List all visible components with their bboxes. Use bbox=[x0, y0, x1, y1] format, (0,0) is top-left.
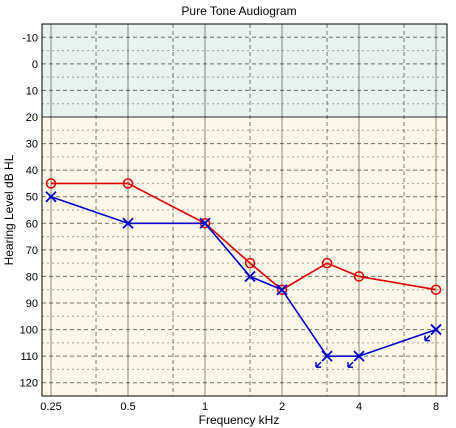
series-2-point bbox=[430, 323, 442, 336]
y-tick-label: 10 bbox=[26, 85, 38, 97]
series-layer bbox=[45, 178, 442, 368]
y-tick-label: 120 bbox=[20, 378, 38, 390]
series-1-point bbox=[244, 257, 256, 269]
plot-frame bbox=[41, 23, 448, 397]
series-1-point bbox=[353, 271, 365, 282]
series-2-point bbox=[353, 350, 365, 362]
y-tick-label: 60 bbox=[26, 218, 38, 230]
y-tick-label: 40 bbox=[26, 165, 38, 177]
normal-hearing-band bbox=[42, 24, 447, 117]
y-tick-label: 70 bbox=[26, 245, 38, 257]
series-1-point bbox=[45, 178, 57, 189]
y-tick-label: 90 bbox=[26, 298, 38, 310]
chart-title: Pure Tone Audiogram bbox=[181, 4, 296, 18]
series-2-point bbox=[199, 217, 211, 229]
y-tick-label: 80 bbox=[26, 271, 38, 283]
series-1-point bbox=[321, 257, 333, 269]
series-2-point bbox=[122, 217, 134, 229]
series-2-point bbox=[45, 191, 57, 203]
grid-lines bbox=[42, 24, 447, 396]
series-1-point bbox=[122, 178, 134, 189]
series-1-line bbox=[51, 182, 437, 291]
y-tick-label: 50 bbox=[26, 192, 38, 204]
x-tick-label: 8 bbox=[433, 401, 439, 413]
series-2-line bbox=[50, 195, 437, 357]
y-tick-label: 30 bbox=[26, 139, 38, 151]
lower-band bbox=[42, 117, 447, 396]
y-tick-label: 100 bbox=[20, 325, 38, 337]
x-tick-label: 2 bbox=[279, 401, 285, 413]
no-response-arrow bbox=[424, 335, 431, 342]
x-axis-label: Frequency kHz bbox=[199, 413, 280, 427]
x-tick-label: 0.5 bbox=[120, 401, 135, 413]
series-2-point bbox=[244, 270, 256, 283]
y-axis-label: Hearing Level dB HL bbox=[2, 154, 16, 265]
y-tick-label: 20 bbox=[26, 112, 38, 124]
y-tick-labels: -10 0 10 20 30 40 50 60 70 80 90 100 110 120 bbox=[20, 32, 38, 389]
x-tick-labels: 0.25 0.5 1 2 4 8 bbox=[40, 401, 439, 413]
y-tick-label: 110 bbox=[20, 351, 38, 363]
no-response-arrow bbox=[315, 361, 322, 368]
x-tick-label: 1 bbox=[202, 401, 208, 413]
y-tick-label: -10 bbox=[22, 32, 38, 44]
no-response-arrow bbox=[347, 361, 354, 368]
series-2-point bbox=[321, 350, 333, 362]
series-1-point bbox=[430, 284, 442, 295]
series-1-point bbox=[276, 284, 288, 295]
series-2-point bbox=[276, 284, 288, 296]
x-tick-label: 4 bbox=[356, 401, 362, 413]
y-tick-label: 0 bbox=[32, 59, 38, 71]
x-tick-label: 0.25 bbox=[40, 401, 61, 413]
